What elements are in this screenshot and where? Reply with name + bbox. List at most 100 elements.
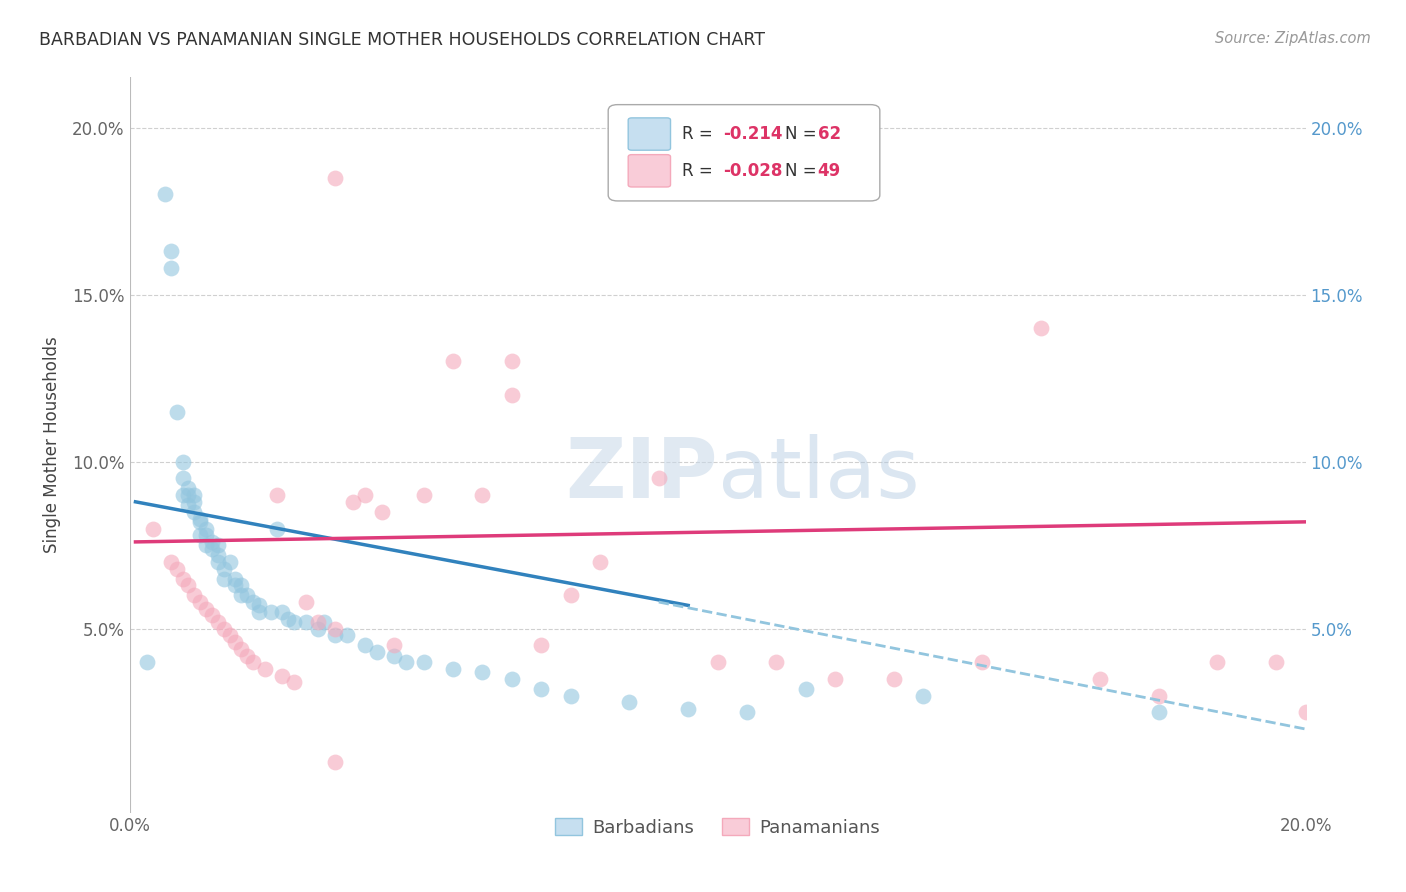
Point [201, 535, 224, 549]
Point [277, 612, 299, 626]
Point [471, 665, 494, 680]
Point [648, 471, 671, 485]
FancyBboxPatch shape [609, 104, 880, 201]
Point [242, 595, 264, 609]
Point [501, 354, 523, 368]
Text: -0.214: -0.214 [724, 125, 783, 143]
Point [253, 662, 276, 676]
Point [530, 639, 553, 653]
Point [283, 615, 305, 629]
Point [183, 505, 205, 519]
Point [1265, 655, 1288, 669]
Point [224, 572, 246, 586]
Point [212, 561, 235, 575]
Point [218, 628, 240, 642]
Point [166, 561, 188, 575]
Point [619, 695, 641, 709]
Point [972, 655, 994, 669]
Point [395, 655, 418, 669]
Point [172, 471, 194, 485]
Point [212, 572, 235, 586]
Point [231, 641, 253, 656]
Point [1206, 655, 1229, 669]
Point [336, 628, 359, 642]
Point [307, 615, 329, 629]
Point [177, 498, 200, 512]
Point [412, 488, 434, 502]
Point [242, 655, 264, 669]
Point [883, 672, 905, 686]
Point [560, 588, 582, 602]
Point [183, 488, 205, 502]
Point [353, 639, 375, 653]
Point [589, 555, 612, 569]
Point [1147, 689, 1170, 703]
Point [912, 689, 935, 703]
Text: ZIP: ZIP [565, 434, 717, 515]
Point [1147, 706, 1170, 720]
Point [177, 482, 200, 496]
Point [142, 522, 165, 536]
Point [266, 488, 288, 502]
Point [271, 605, 294, 619]
Point [676, 702, 699, 716]
Point [172, 488, 194, 502]
Point [271, 668, 294, 682]
Point [1088, 672, 1111, 686]
Text: -0.028: -0.028 [724, 161, 783, 180]
Point [159, 555, 181, 569]
Point [195, 601, 218, 615]
Point [172, 572, 194, 586]
Point [207, 538, 229, 552]
Point [183, 495, 205, 509]
Point [212, 622, 235, 636]
Point [283, 675, 305, 690]
Point [382, 648, 405, 663]
Point [188, 511, 211, 525]
Point [236, 648, 259, 663]
Text: BARBADIAN VS PANAMANIAN SINGLE MOTHER HOUSEHOLDS CORRELATION CHART: BARBADIAN VS PANAMANIAN SINGLE MOTHER HO… [39, 31, 765, 49]
Point [307, 622, 329, 636]
Point [735, 706, 758, 720]
Point [260, 605, 283, 619]
Point [224, 635, 246, 649]
Text: R =: R = [682, 161, 718, 180]
Point [195, 522, 218, 536]
Point [1029, 321, 1052, 335]
Point [325, 628, 347, 642]
Point [201, 541, 224, 556]
Point [471, 488, 494, 502]
Point [366, 645, 388, 659]
Point [172, 455, 194, 469]
Point [188, 528, 211, 542]
Point [441, 662, 464, 676]
Text: R =: R = [682, 125, 718, 143]
Point [177, 578, 200, 592]
Point [794, 681, 817, 696]
Point [295, 595, 318, 609]
Text: N =: N = [785, 161, 821, 180]
Point [207, 549, 229, 563]
Point [325, 170, 347, 185]
Point [501, 672, 523, 686]
Point [312, 615, 335, 629]
Text: atlas: atlas [717, 434, 920, 515]
Point [353, 488, 375, 502]
Point [183, 588, 205, 602]
Point [706, 655, 728, 669]
Point [231, 588, 253, 602]
Point [236, 588, 259, 602]
Point [371, 505, 394, 519]
Point [166, 404, 188, 418]
Point [765, 655, 787, 669]
Point [382, 639, 405, 653]
Point [218, 555, 240, 569]
Point [501, 388, 523, 402]
Point [441, 354, 464, 368]
Point [136, 655, 159, 669]
Point [177, 488, 200, 502]
Point [195, 538, 218, 552]
Point [824, 672, 846, 686]
Point [325, 622, 347, 636]
Point [295, 615, 318, 629]
